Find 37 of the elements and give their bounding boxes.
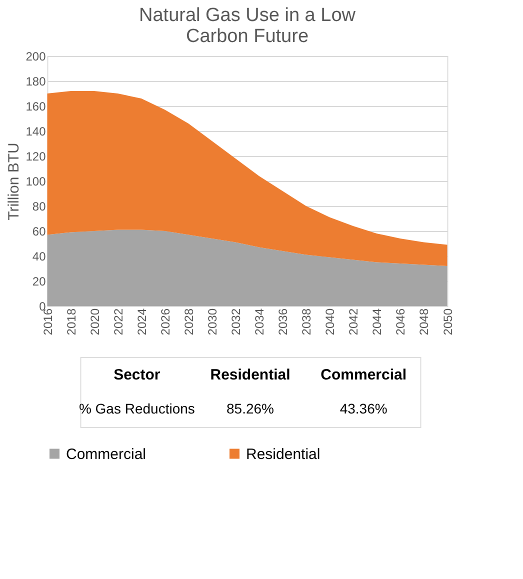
- x-tick-label: 2048: [417, 308, 432, 336]
- y-tick-label: 60: [32, 224, 46, 238]
- x-tick-label: 2028: [182, 308, 196, 336]
- x-tick-label: 2044: [370, 308, 384, 336]
- x-tick-label: 2040: [323, 308, 338, 336]
- text: 85.26%: [226, 400, 274, 416]
- y-tick-label: 200: [26, 50, 46, 64]
- x-tick-label: 2050: [440, 308, 455, 336]
- y-tick-label: 120: [26, 150, 46, 164]
- x-tick-label: 2034: [252, 308, 267, 336]
- y-tick-label: 40: [32, 250, 46, 264]
- y-tick-label: 100: [26, 174, 46, 188]
- text: Residential: [210, 366, 290, 384]
- x-tick-label: 2030: [205, 308, 220, 336]
- x-tick-label: 2020: [88, 308, 102, 336]
- x-tick-label: 2046: [394, 308, 408, 336]
- y-tick-label: 180: [26, 74, 46, 88]
- legend-label: Residential: [246, 446, 320, 463]
- text: Sector: [114, 366, 160, 384]
- x-tick-label: 2036: [276, 308, 290, 336]
- text: 43.36%: [340, 400, 388, 416]
- y-tick-label: 140: [26, 124, 46, 138]
- x-tick-label: 2022: [111, 308, 126, 336]
- x-tick-label: 2026: [158, 308, 172, 336]
- x-tick-label: 2018: [64, 308, 78, 336]
- x-tick-label: 2024: [134, 308, 149, 336]
- x-tick-label: 2042: [346, 308, 361, 336]
- chart-title: Natural Gas Use in a Low Carbon Future: [139, 5, 356, 47]
- x-tick-label: 2032: [228, 308, 243, 336]
- y-tick-label: 160: [26, 100, 46, 114]
- x-tick-label: 2038: [300, 308, 314, 336]
- y-tick-label: 20: [32, 274, 46, 288]
- legend-label: Commercial: [66, 446, 146, 463]
- text: % Gas Reductions: [78, 400, 195, 416]
- y-axis-title: Trillion BTU: [6, 142, 23, 220]
- y-tick-label: 80: [32, 200, 46, 214]
- text: Commercial: [320, 366, 407, 384]
